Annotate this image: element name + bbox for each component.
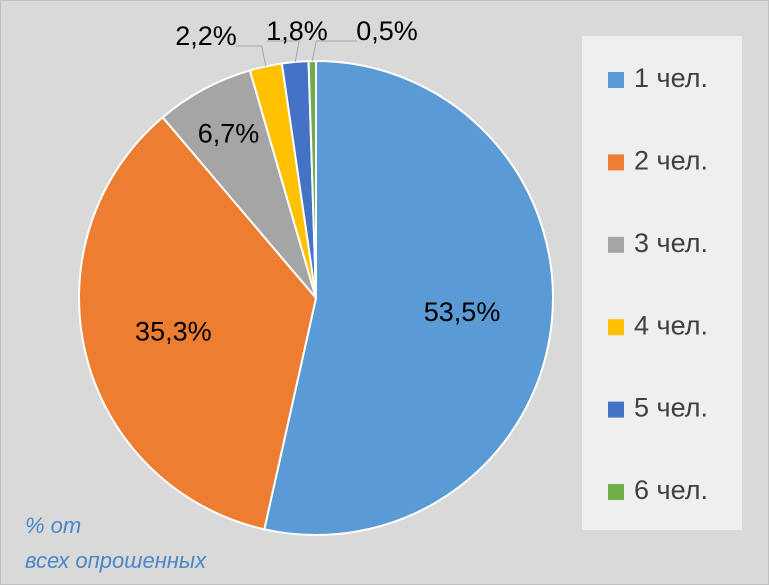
pie-slice (263, 59, 554, 536)
legend-swatch (608, 72, 624, 88)
legend-label: 2 чел. (634, 146, 708, 176)
legend-label: 6 чел. (634, 475, 708, 505)
pie-slice (78, 115, 318, 531)
leader-line (236, 45, 267, 67)
data-label: 35,3% (135, 316, 212, 346)
annotation: % от (25, 513, 81, 538)
data-label: 0,5% (356, 16, 418, 46)
legend-box (582, 36, 742, 530)
data-label: 2,2% (175, 21, 237, 51)
legend-label: 5 чел. (634, 393, 708, 423)
data-label: 1,8% (266, 16, 328, 46)
legend-label: 3 чел. (634, 228, 708, 258)
legend-swatch (608, 154, 624, 171)
legend-swatch (608, 484, 624, 500)
leader-line (267, 40, 300, 63)
legend-swatch (608, 236, 624, 253)
legend-swatch (608, 319, 624, 336)
data-label: 53,5% (424, 297, 501, 327)
legend-label: 4 чел. (634, 310, 708, 340)
annotation: всех опрошенных (25, 548, 207, 573)
legend-swatch (608, 401, 624, 418)
leader-line (311, 40, 357, 62)
legend-label: 1 чел. (634, 63, 708, 93)
data-label: 6,7% (198, 118, 260, 148)
